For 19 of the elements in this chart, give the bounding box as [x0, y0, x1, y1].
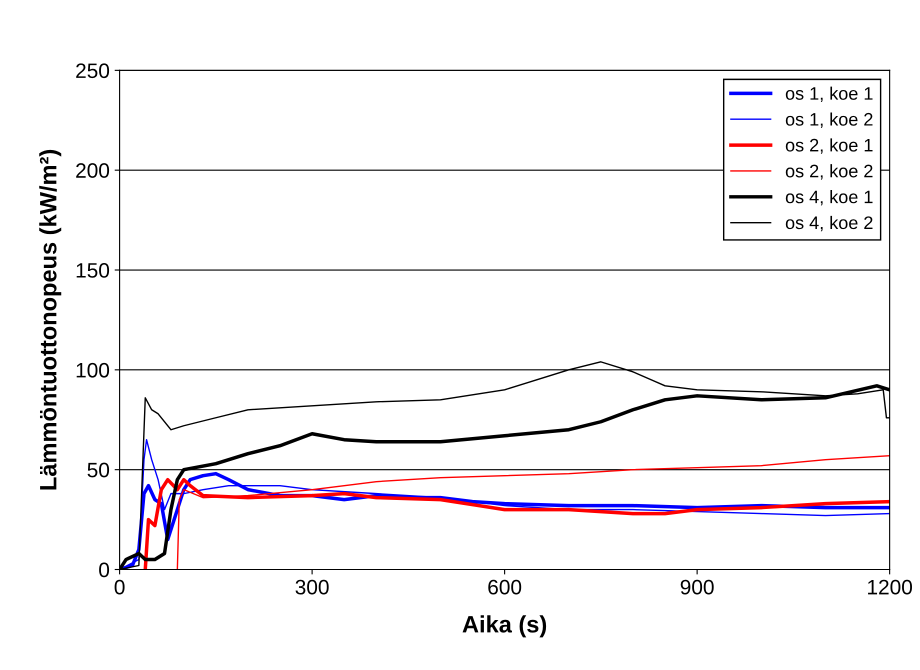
y-tick-label: 200	[76, 163, 110, 178]
legend-label: os 4, koe 1	[786, 190, 873, 206]
legend-label: os 1, koe 1	[786, 86, 873, 102]
x-tick-label: 0	[114, 580, 125, 595]
legend-label: os 2, koe 2	[786, 164, 872, 180]
x-tick-label: 600	[488, 580, 522, 595]
x-axis-title: Aika (s)	[462, 615, 546, 638]
y-axis-title: Lämmöntuottonopeus (kW/m²)	[39, 150, 62, 490]
y-tick-label: 100	[76, 362, 110, 378]
y-tick-label: 250	[76, 63, 110, 78]
legend-label: os 2, koe 1	[786, 138, 873, 154]
legend-label: os 1, koe 2	[786, 112, 872, 128]
y-tick-label: 0	[99, 562, 110, 578]
x-tick-label: 1200	[868, 580, 912, 595]
legend-label: os 4, koe 2	[786, 216, 872, 232]
y-tick-label: 50	[88, 462, 110, 478]
x-tick-label: 900	[680, 580, 714, 595]
x-tick-label: 300	[296, 580, 329, 595]
y-tick-label: 150	[76, 263, 110, 278]
